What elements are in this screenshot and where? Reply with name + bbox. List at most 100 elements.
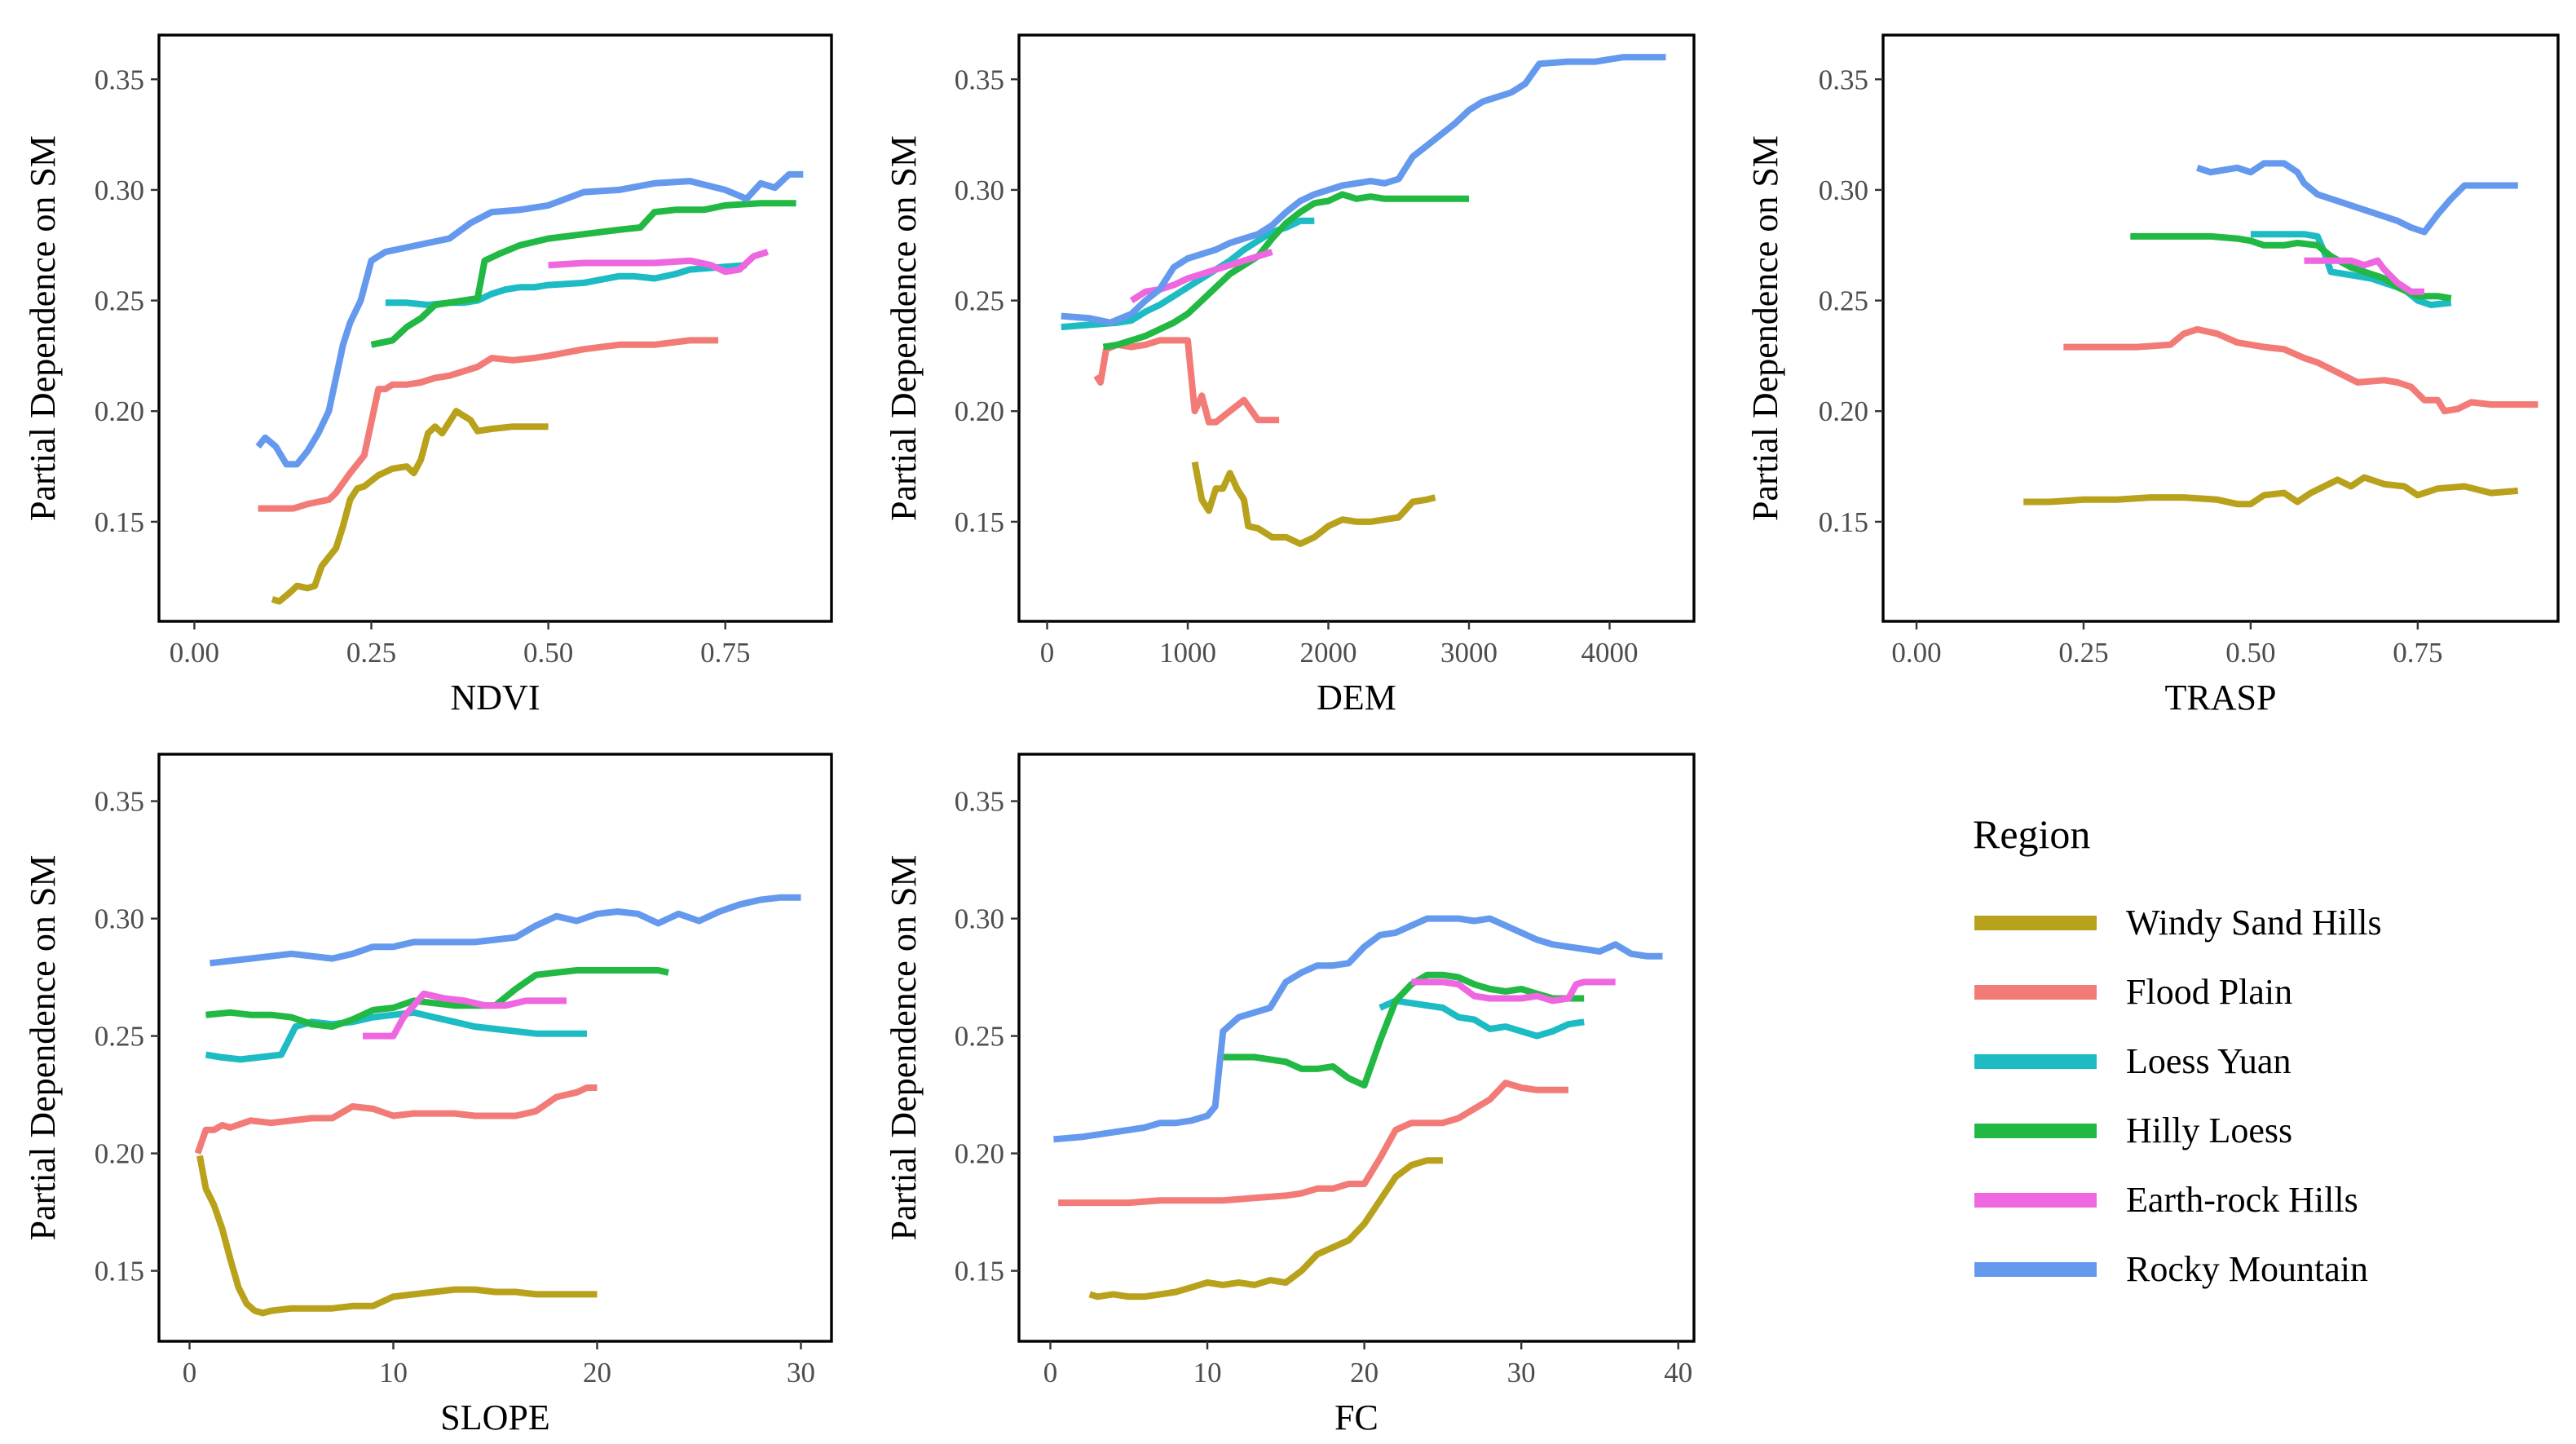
series-line-earth-rock-hills (1411, 978, 1616, 1005)
legend-label: Flood Plain (2126, 972, 2292, 1012)
legend-title: Region (1973, 811, 2090, 857)
plot-frame (157, 753, 833, 1343)
y-tick-label: 0.15 (955, 506, 1004, 538)
series-group (2023, 160, 2539, 508)
y-tick-label: 0.15 (1819, 506, 1868, 538)
x-tick-label: 0 (183, 1357, 197, 1389)
plot-frame (157, 33, 833, 623)
panel-ndvi: 0.15 0.20 0.25 0.30 0.35 0.00 0.25 0.50 0.75 NDVI… (23, 33, 833, 718)
x-axis-label: DEM (1317, 678, 1396, 718)
legend-swatch (1974, 1262, 2097, 1277)
series-line-hilly-loess (1102, 191, 1469, 351)
x-axis-label: TRASP (2165, 678, 2277, 718)
series-line-windy-sand-hills (2023, 474, 2519, 508)
panel-dem: 0.15 0.20 0.25 0.30 0.35 0 1000 2000 3000 4000 DEM… (884, 33, 1696, 718)
x-tick-label: 0.75 (2393, 637, 2442, 669)
legend-label: Hilly Loess (2126, 1111, 2292, 1150)
legend-swatch (1974, 985, 2097, 1000)
y-tick-label: 0.25 (1819, 285, 1868, 317)
legend-items: Windy Sand Hills Flood Plain Loess Yuan Hil… (1974, 903, 2382, 1289)
x-tick-label: 3000 (1440, 637, 1498, 669)
plot-frame (1017, 753, 1696, 1343)
y-tick-label: 0.15 (95, 1256, 144, 1287)
y-tick-label: 0.35 (955, 786, 1004, 818)
y-tick-label: 0.35 (955, 64, 1004, 95)
y-axis-label: Partial Dependence on SM (23, 135, 63, 521)
panels: 0.15 0.20 0.25 0.30 0.35 0.00 0.25 0.50 0.75 NDVI… (23, 33, 2560, 1437)
x-tick-label: 30 (1507, 1357, 1536, 1389)
series-line-windy-sand-hills (271, 408, 549, 605)
y-tick-label: 0.20 (955, 1138, 1004, 1170)
series-line-rocky-mountain (1061, 54, 1666, 326)
series-line-earth-rock-hills (2304, 257, 2424, 295)
panel-slope: 0.15 0.20 0.25 0.30 0.35 0 10 20 30 SLOPE Partial … (23, 753, 833, 1437)
y-tick-label: 0.25 (95, 285, 144, 317)
legend-item-earth-rock-hills: Earth-rock Hills (1974, 1180, 2358, 1220)
legend-item-windy-sand-hills: Windy Sand Hills (1974, 903, 2382, 943)
series-line-earth-rock-hills (548, 249, 769, 276)
legend-swatch (1974, 1054, 2097, 1069)
series-line-loess-yuan (1378, 997, 1585, 1040)
y-tick-label: 0.15 (955, 1256, 1004, 1287)
y-tick-label: 0.15 (95, 506, 144, 538)
x-axis-label: NDVI (451, 678, 540, 718)
legend-swatch (1974, 916, 2097, 930)
y-tick-label: 0.35 (95, 64, 144, 95)
legend-label: Rocky Mountain (2126, 1249, 2368, 1289)
y-tick-label: 0.35 (95, 786, 144, 818)
series-group (194, 894, 801, 1317)
legend-swatch (1974, 1193, 2097, 1208)
series-line-flood-plain (258, 337, 719, 512)
series-line-hilly-loess (205, 967, 669, 1031)
y-tick-label: 0.20 (95, 1138, 144, 1170)
y-tick-label: 0.20 (955, 395, 1004, 427)
legend-label: Windy Sand Hills (2126, 903, 2382, 943)
y-axis-label: Partial Dependence on SM (884, 855, 924, 1241)
series-line-earth-rock-hills (363, 990, 567, 1040)
x-tick-label: 20 (583, 1357, 611, 1389)
x-tick-label: 20 (1350, 1357, 1378, 1389)
x-tick-label: 10 (1193, 1357, 1222, 1389)
series-line-flood-plain (1058, 1080, 1568, 1207)
series-line-rocky-mountain (2196, 160, 2518, 236)
series-group (1061, 54, 1666, 547)
plot-frame (1881, 33, 2560, 623)
panel-trasp: 0.15 0.20 0.25 0.30 0.35 0.00 0.25 0.50 0.75 TRAS… (1745, 33, 2560, 718)
legend-item-rocky-mountain: Rocky Mountain (1974, 1249, 2368, 1289)
legend-label: Earth-rock Hills (2126, 1180, 2358, 1220)
series-line-loess-yuan (205, 1009, 587, 1063)
legend: Region Windy Sand Hills Flood Plain Loess … (1973, 811, 2382, 1289)
series-line-windy-sand-hills (196, 1155, 598, 1317)
x-tick-label: 4000 (1581, 637, 1639, 669)
series-line-rocky-mountain (255, 170, 804, 468)
y-axis-label: Partial Dependence on SM (1745, 135, 1785, 521)
panel-fc: 0.15 0.20 0.25 0.30 0.35 0 10 20 30 40 FC Partial D… (884, 753, 1696, 1437)
series-line-flood-plain (194, 1084, 598, 1155)
y-tick-label: 0.25 (95, 1021, 144, 1053)
x-tick-label: 0.25 (2058, 637, 2108, 669)
series-line-flood-plain (2063, 325, 2539, 415)
legend-item-flood-plain: Flood Plain (1974, 972, 2292, 1012)
y-axis-label: Partial Dependence on SM (23, 855, 63, 1241)
series-line-hilly-loess (370, 200, 796, 348)
x-tick-label: 0.00 (1891, 637, 1941, 669)
x-tick-label: 0.00 (170, 637, 219, 669)
series-line-rocky-mountain (1053, 915, 1663, 1143)
x-tick-label: 30 (787, 1357, 815, 1389)
y-tick-label: 0.30 (95, 174, 144, 206)
y-tick-label: 0.35 (1819, 64, 1868, 95)
series-line-windy-sand-hills (1088, 1157, 1443, 1300)
x-tick-label: 0 (1043, 1357, 1058, 1389)
x-tick-label: 0.75 (700, 637, 750, 669)
x-axis-label: FC (1334, 1398, 1378, 1437)
legend-item-loess-yuan: Loess Yuan (1974, 1041, 2291, 1081)
y-tick-label: 0.25 (955, 285, 1004, 317)
y-tick-label: 0.30 (1819, 174, 1868, 206)
x-axis-label: SLOPE (440, 1398, 549, 1437)
x-tick-label: 0.50 (2225, 637, 2275, 669)
x-tick-label: 1000 (1159, 637, 1216, 669)
x-tick-label: 0.50 (523, 637, 573, 669)
y-tick-label: 0.25 (955, 1021, 1004, 1053)
